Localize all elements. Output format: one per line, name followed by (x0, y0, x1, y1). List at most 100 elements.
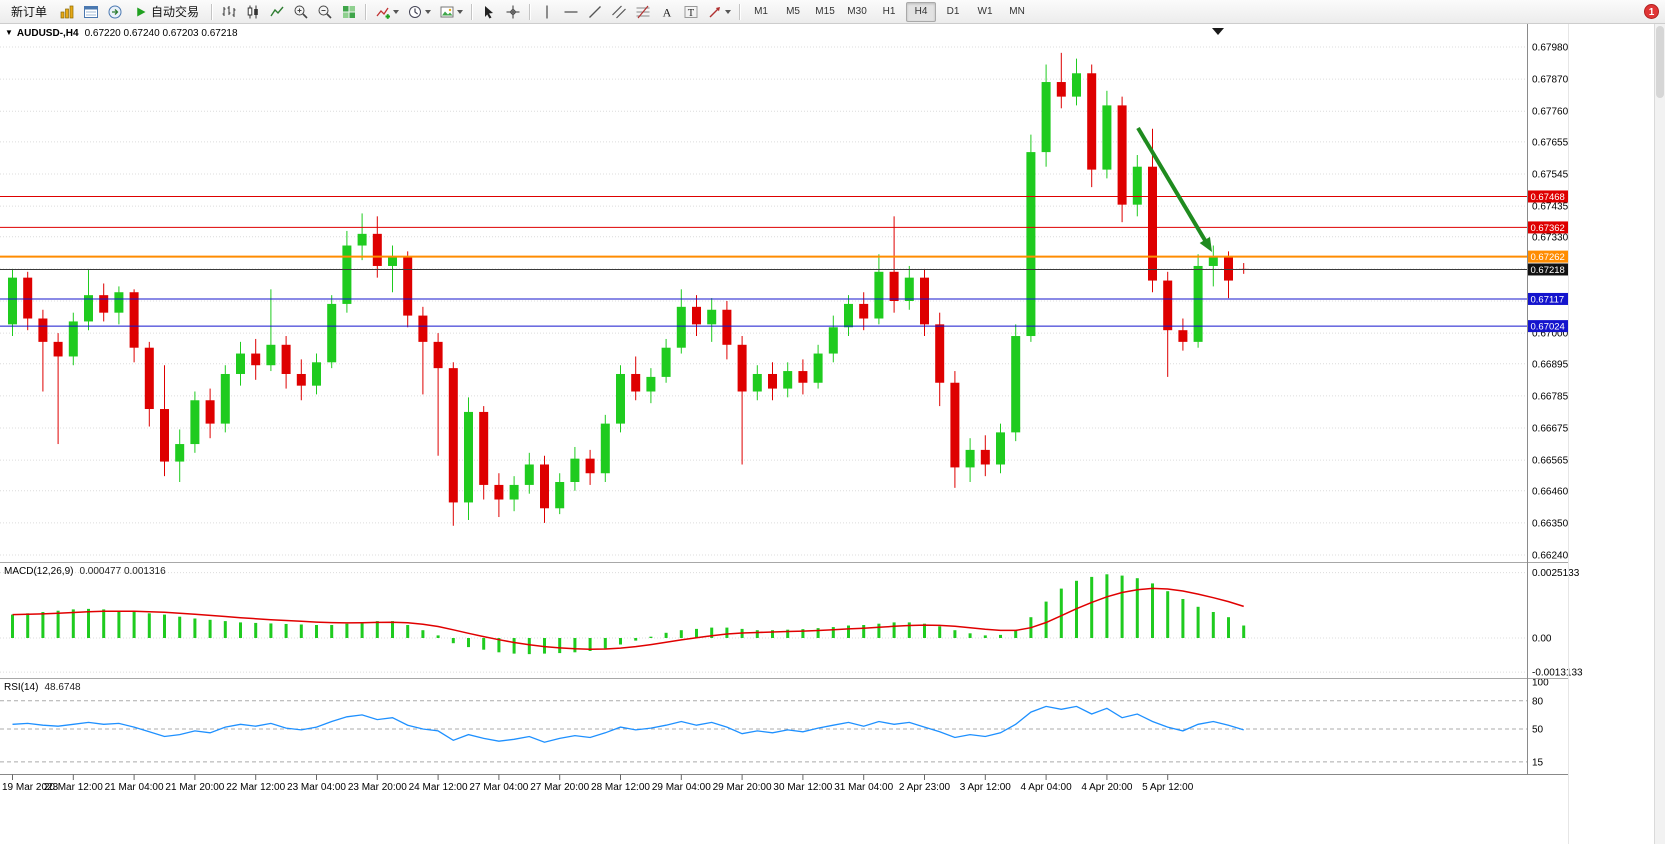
toolbar-separator (739, 3, 742, 20)
fibonacci-button[interactable] (632, 2, 654, 22)
chart-window: 0.67980 0.67870 0.67760 0.67655 0.67545 0.674… (0, 24, 1665, 844)
svg-text:22 Mar 12:00: 22 Mar 12:00 (226, 782, 285, 793)
bar-chart-button[interactable] (218, 2, 240, 22)
new-chart-button[interactable] (56, 2, 78, 22)
svg-text:27 Mar 20:00: 27 Mar 20:00 (530, 782, 589, 793)
svg-text:24 Mar 12:00: 24 Mar 12:00 (409, 782, 468, 793)
toolbar-separator (365, 3, 368, 20)
tile-windows-button[interactable] (338, 2, 360, 22)
svg-text:0.66675: 0.66675 (1532, 423, 1569, 434)
channel-button[interactable] (608, 2, 630, 22)
vertical-scrollbar[interactable] (1654, 24, 1665, 844)
svg-text:0.67362: 0.67362 (1531, 223, 1565, 234)
new-order-label: 新订单 (11, 5, 48, 19)
svg-text:0.67117: 0.67117 (1531, 294, 1565, 305)
timeframe-w1-button[interactable]: W1 (977, 5, 993, 17)
svg-text:0.67218: 0.67218 (1531, 265, 1565, 276)
svg-text:0.00: 0.00 (1532, 634, 1552, 645)
cursor-icon (481, 4, 497, 20)
svg-text:0.67980: 0.67980 (1532, 43, 1569, 54)
svg-text:0.67870: 0.67870 (1532, 75, 1569, 86)
template-image-icon (439, 4, 455, 20)
svg-text:0.66565: 0.66565 (1532, 456, 1569, 467)
periods-button[interactable] (404, 2, 434, 22)
svg-text:0.67024: 0.67024 (1531, 322, 1565, 333)
rsi-indicator-label: RSI(14) 48.6748 (4, 682, 81, 693)
candlestick-chart-button[interactable] (242, 2, 264, 22)
svg-text:20 Mar 12:00: 20 Mar 12:00 (44, 782, 103, 793)
vertical-line-icon (539, 4, 555, 20)
arrows-button[interactable] (704, 2, 734, 22)
chart-canvas[interactable]: 0.67980 0.67870 0.67760 0.67655 0.67545 0.674… (0, 24, 1665, 844)
svg-text:3 Apr 12:00: 3 Apr 12:00 (960, 782, 1012, 793)
timeframe-m5-button[interactable]: M5 (786, 5, 800, 17)
svg-text:80: 80 (1532, 696, 1544, 707)
zoom-out-button[interactable] (314, 2, 336, 22)
trendline-icon (587, 4, 603, 20)
svg-text:23 Mar 20:00: 23 Mar 20:00 (348, 782, 407, 793)
tile-windows-icon (341, 4, 357, 20)
clock-icon (407, 4, 423, 20)
crosshair-button[interactable] (502, 2, 524, 22)
svg-text:4 Apr 04:00: 4 Apr 04:00 (1021, 782, 1073, 793)
indicators-button[interactable] (372, 2, 402, 22)
gold-bars-icon (59, 4, 75, 20)
svg-text:19 Mar 2023: 19 Mar 2023 (2, 782, 59, 793)
arrow-tool-icon (707, 4, 723, 20)
cursor-button[interactable] (478, 2, 500, 22)
profiles-button[interactable] (80, 2, 102, 22)
svg-text:29 Mar 20:00: 29 Mar 20:00 (713, 782, 772, 793)
horizontal-level-lines[interactable] (0, 195, 1527, 327)
one-click-trading-arrow-icon[interactable]: ▼ (5, 28, 13, 37)
svg-text:0.66785: 0.66785 (1532, 391, 1569, 402)
rsi-name: RSI(14) (4, 682, 39, 693)
crosshair-icon (505, 4, 521, 20)
timeframe-h4-button[interactable]: H4 (906, 1, 937, 22)
line-chart-button[interactable] (266, 2, 288, 22)
toolbar-separator (211, 3, 214, 20)
trendline-button[interactable] (584, 2, 606, 22)
chevron-down-icon (425, 9, 432, 14)
svg-text:21 Mar 04:00: 21 Mar 04:00 (105, 782, 164, 793)
text-button[interactable]: A (656, 2, 678, 22)
svg-text:21 Mar 20:00: 21 Mar 20:00 (165, 782, 224, 793)
timeframe-m1-button[interactable]: M1 (754, 5, 768, 17)
label-button[interactable]: T (680, 2, 702, 22)
timeframe-d1-button[interactable]: D1 (946, 5, 960, 17)
arrow-annotation[interactable] (1136, 126, 1212, 252)
vertical-line-button[interactable] (536, 2, 558, 22)
chart-ohlc-values: 0.67220 0.67240 0.67203 0.67218 (84, 28, 238, 39)
svg-text:0.66350: 0.66350 (1532, 518, 1569, 529)
svg-text:30 Mar 12:00: 30 Mar 12:00 (773, 782, 832, 793)
svg-text:0.66895: 0.66895 (1532, 359, 1569, 370)
text-tool-icon: A (659, 4, 675, 20)
macd-signal-line (12, 587, 1244, 650)
chevron-down-icon (393, 9, 400, 14)
zoom-in-button[interactable] (290, 2, 312, 22)
horizontal-line-button[interactable] (560, 2, 582, 22)
timeframe-m15-button[interactable]: M15 (815, 5, 835, 17)
notification-badge[interactable]: 1 (1644, 4, 1659, 19)
channel-icon (611, 4, 627, 20)
timeframe-h1-button[interactable]: H1 (882, 5, 896, 17)
price-axis[interactable]: 0.67980 0.67870 0.67760 0.67655 0.67545 0.674… (1532, 43, 1583, 769)
auto-trading-button[interactable]: 自动交易 (128, 2, 206, 22)
svg-text:0.66460: 0.66460 (1532, 486, 1569, 497)
new-order-button[interactable]: 新订单 (4, 2, 54, 22)
chart-shift-marker-icon[interactable] (1212, 28, 1224, 35)
svg-text:0.67262: 0.67262 (1531, 252, 1565, 263)
candlestick-icon (245, 4, 261, 20)
navigator-button[interactable] (104, 2, 126, 22)
rsi-line (12, 705, 1244, 743)
svg-text:0.67330: 0.67330 (1532, 232, 1569, 243)
svg-text:0.67468: 0.67468 (1531, 192, 1565, 203)
timeframe-mn-button[interactable]: MN (1009, 5, 1025, 17)
templates-button[interactable] (436, 2, 466, 22)
horizontal-line-icon (563, 4, 579, 20)
fibonacci-icon (635, 4, 651, 20)
compass-icon (107, 4, 123, 20)
scrollbar-thumb[interactable] (1656, 26, 1664, 98)
candlesticks[interactable] (8, 52, 1249, 526)
timeframe-m30-button[interactable]: M30 (847, 5, 867, 17)
